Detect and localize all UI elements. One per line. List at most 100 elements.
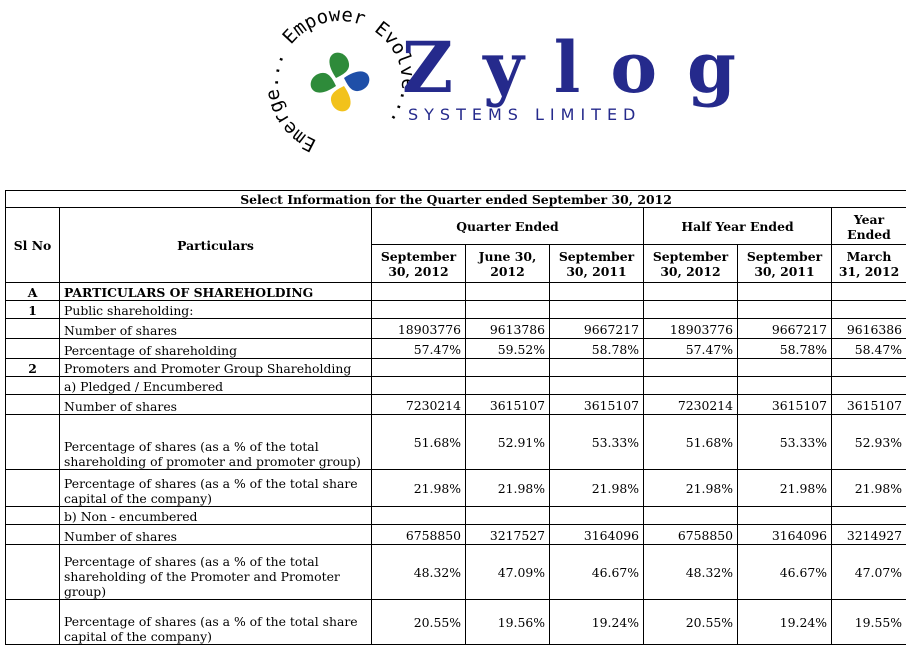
row-value: 9613786 xyxy=(465,318,550,339)
row-sl-no xyxy=(5,414,60,470)
table-row: Percentage of shares (as a % of the tota… xyxy=(5,544,906,600)
row-value xyxy=(737,282,832,301)
row-value xyxy=(830,358,906,377)
row-value: 21.98% xyxy=(465,469,550,507)
logo-graphic: Emerge... Empower Evolve... Zylog SYSTEM… xyxy=(261,4,766,156)
row-value xyxy=(643,282,738,301)
header-sl-no: Sl No xyxy=(5,207,60,283)
row-value: 19.24% xyxy=(737,599,832,645)
row-value xyxy=(830,300,906,319)
row-sl-no: 1 xyxy=(5,300,60,319)
row-value: 21.98% xyxy=(737,469,832,507)
row-particulars: b) Non - encumbered xyxy=(59,506,372,525)
logo-brand-name: Zylog xyxy=(402,26,766,109)
row-value: 58.78% xyxy=(737,338,832,359)
row-value xyxy=(643,358,738,377)
row-value: 6758850 xyxy=(371,524,466,545)
table-row: a) Pledged / Encumbered xyxy=(5,376,906,395)
row-value xyxy=(465,358,550,377)
header-period: September 30, 2011 xyxy=(549,244,644,283)
row-sl-no xyxy=(5,469,60,507)
row-particulars: PARTICULARS OF SHAREHOLDING xyxy=(59,282,372,301)
row-value: 18903776 xyxy=(371,318,466,339)
header-quarter-ended: Quarter Ended xyxy=(371,207,644,245)
row-value xyxy=(549,376,644,395)
row-value xyxy=(643,300,738,319)
row-value: 52.93% xyxy=(830,414,906,470)
header-period: June 30, 2012 xyxy=(465,244,550,283)
row-value: 47.07% xyxy=(830,544,906,600)
pinwheel-icon xyxy=(310,52,370,112)
row-particulars: Percentage of shares (as a % of the tota… xyxy=(59,414,372,470)
row-value xyxy=(371,300,466,319)
row-value: 20.55% xyxy=(371,599,466,645)
row-value: 52.91% xyxy=(465,414,550,470)
row-sl-no xyxy=(5,524,60,545)
row-value xyxy=(465,300,550,319)
row-value: 9667217 xyxy=(549,318,644,339)
row-particulars: Number of shares xyxy=(59,318,372,339)
row-value xyxy=(830,282,906,301)
row-value: 3615107 xyxy=(737,394,832,415)
row-value xyxy=(549,358,644,377)
row-value: 57.47% xyxy=(371,338,466,359)
table-row: Number of shares 7230214 3615107 3615107 723… xyxy=(5,394,906,415)
row-value xyxy=(737,376,832,395)
row-value xyxy=(371,376,466,395)
table-row: A PARTICULARS OF SHAREHOLDING xyxy=(5,282,906,301)
row-value: 3615107 xyxy=(465,394,550,415)
row-sl-no xyxy=(5,599,60,645)
row-value: 19.56% xyxy=(465,599,550,645)
row-sl-no: A xyxy=(5,282,60,301)
row-value: 51.68% xyxy=(371,414,466,470)
row-particulars: Percentage of shareholding xyxy=(59,338,372,359)
row-value: 19.55% xyxy=(830,599,906,645)
row-value: 59.52% xyxy=(465,338,550,359)
company-logo: Emerge... Empower Evolve... Zylog SYSTEM… xyxy=(0,0,906,180)
row-value: 3615107 xyxy=(830,394,906,415)
table-row: Percentage of shares (as a % of the tota… xyxy=(5,469,906,507)
row-sl-no xyxy=(5,394,60,415)
row-value: 3164096 xyxy=(549,524,644,545)
row-value xyxy=(830,376,906,395)
row-value: 47.09% xyxy=(465,544,550,600)
table-row: Percentage of shareholding 57.47% 59.52% 58… xyxy=(5,338,906,359)
row-sl-no xyxy=(5,506,60,525)
table-row: Number of shares 6758850 3217527 3164096 675… xyxy=(5,524,906,545)
row-value: 51.68% xyxy=(643,414,738,470)
row-value xyxy=(371,358,466,377)
row-sl-no xyxy=(5,544,60,600)
row-value: 3615107 xyxy=(549,394,644,415)
row-particulars: Public shareholding: xyxy=(59,300,372,319)
table-body: A PARTICULARS OF SHAREHOLDING 1 Public shar… xyxy=(5,282,906,645)
row-value xyxy=(737,358,832,377)
row-value xyxy=(549,300,644,319)
row-value: 21.98% xyxy=(830,469,906,507)
row-particulars: Percentage of shares (as a % of the tota… xyxy=(59,469,372,507)
row-value: 53.33% xyxy=(549,414,644,470)
row-particulars: Number of shares xyxy=(59,524,372,545)
row-value: 58.47% xyxy=(830,338,906,359)
header-period: March 31, 2012 xyxy=(830,244,906,283)
row-value: 21.98% xyxy=(549,469,644,507)
row-sl-no xyxy=(5,338,60,359)
row-particulars: Promoters and Promoter Group Shareholdin… xyxy=(59,358,372,377)
row-value: 21.98% xyxy=(643,469,738,507)
row-value: 46.67% xyxy=(737,544,832,600)
row-value xyxy=(549,506,644,525)
row-particulars: a) Pledged / Encumbered xyxy=(59,376,372,395)
row-value: 48.32% xyxy=(643,544,738,600)
row-sl-no xyxy=(5,318,60,339)
table-caption: Select Information for the Quarter ended… xyxy=(4,190,906,208)
row-value xyxy=(549,282,644,301)
row-value: 3217527 xyxy=(465,524,550,545)
logo-subtitle: SYSTEMS LIMITED xyxy=(408,105,641,124)
row-value xyxy=(643,506,738,525)
row-value: 58.78% xyxy=(549,338,644,359)
row-value: 53.33% xyxy=(737,414,832,470)
row-value: 7230214 xyxy=(371,394,466,415)
row-value xyxy=(737,506,832,525)
row-value: 7230214 xyxy=(643,394,738,415)
header-half-year-ended: Half Year Ended xyxy=(643,207,832,245)
row-value: 46.67% xyxy=(549,544,644,600)
